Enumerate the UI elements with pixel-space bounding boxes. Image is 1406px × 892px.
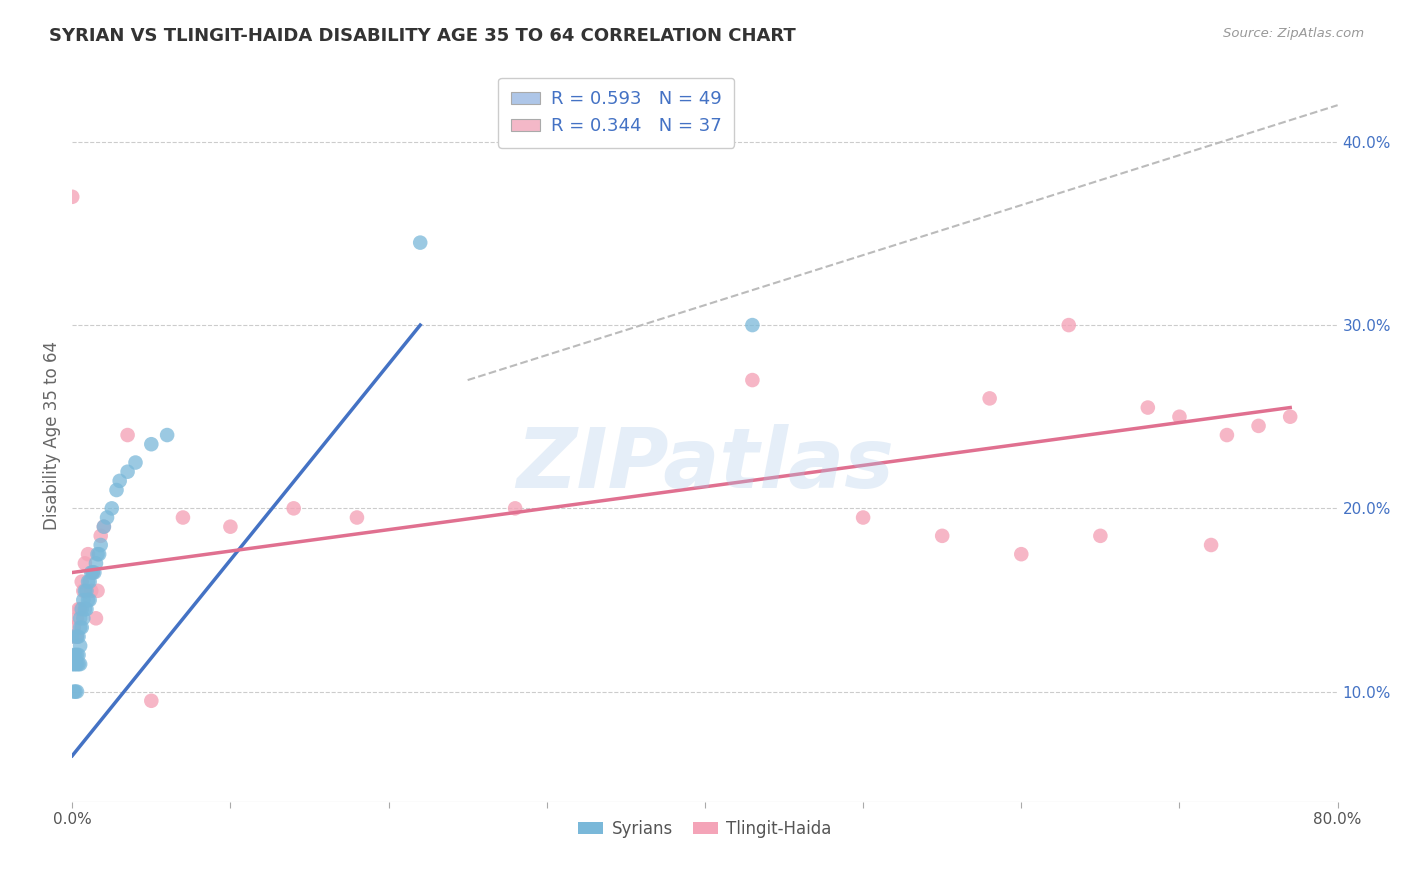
Point: [82, 566, 104, 580]
Point: [172, 510, 194, 524]
Point: [77, 574, 100, 589]
Point: [60, 630, 83, 644]
Point: [93, 519, 115, 533]
Point: [156, 428, 179, 442]
Text: Source: ZipAtlas.com: Source: ZipAtlas.com: [1223, 27, 1364, 40]
Point: [141, 694, 163, 708]
Point: [283, 501, 305, 516]
Point: [73, 583, 96, 598]
Text: ZIPatlas: ZIPatlas: [516, 424, 894, 505]
Point: [105, 483, 128, 497]
Point: [69, 639, 91, 653]
Point: [66, 684, 89, 698]
Point: [72, 593, 94, 607]
Point: [503, 501, 526, 516]
Point: [741, 318, 763, 332]
Point: [124, 456, 146, 470]
Point: [1136, 401, 1159, 415]
Point: [979, 392, 1001, 406]
Point: [67, 630, 90, 644]
Point: [1216, 428, 1239, 442]
Text: SYRIAN VS TLINGIT-HAIDA DISABILITY AGE 35 TO 64 CORRELATION CHART: SYRIAN VS TLINGIT-HAIDA DISABILITY AGE 3…: [49, 27, 796, 45]
Point: [86, 547, 108, 561]
Point: [66, 657, 89, 672]
Point: [77, 593, 100, 607]
Point: [67, 657, 90, 672]
Point: [82, 566, 104, 580]
Point: [84, 611, 107, 625]
Point: [60, 190, 83, 204]
Point: [73, 557, 96, 571]
Point: [1090, 529, 1112, 543]
Point: [60, 657, 83, 672]
Point: [84, 557, 107, 571]
Point: [69, 657, 91, 672]
Point: [65, 648, 87, 662]
Point: [1057, 318, 1080, 332]
Point: [93, 519, 115, 533]
Point: [80, 566, 103, 580]
Point: [741, 373, 763, 387]
Point: [141, 437, 163, 451]
Point: [96, 510, 118, 524]
Point: [66, 648, 89, 662]
Point: [69, 620, 91, 634]
Point: [67, 648, 90, 662]
Point: [69, 611, 91, 625]
Point: [346, 510, 368, 524]
Point: [86, 583, 108, 598]
Point: [70, 574, 93, 589]
Point: [90, 538, 112, 552]
Point: [62, 648, 84, 662]
Point: [1010, 547, 1032, 561]
Point: [66, 611, 89, 625]
Point: [73, 602, 96, 616]
Point: [87, 547, 110, 561]
Point: [79, 574, 101, 589]
Point: [70, 620, 93, 634]
Point: [1168, 409, 1191, 424]
Point: [75, 583, 97, 598]
Point: [72, 583, 94, 598]
Point: [69, 602, 91, 616]
Point: [62, 684, 84, 698]
Legend: Syrians, Tlingit-Haida: Syrians, Tlingit-Haida: [572, 814, 838, 845]
Point: [117, 465, 139, 479]
Point: [62, 657, 84, 672]
Point: [65, 684, 87, 698]
Point: [66, 630, 89, 644]
Point: [1279, 409, 1302, 424]
Point: [1199, 538, 1222, 552]
Point: [409, 235, 432, 250]
Point: [100, 501, 122, 516]
Point: [219, 519, 242, 533]
Point: [90, 529, 112, 543]
Point: [65, 657, 87, 672]
Point: [80, 583, 103, 598]
Point: [108, 474, 131, 488]
Point: [70, 602, 93, 616]
Point: [852, 510, 875, 524]
Point: [83, 566, 105, 580]
Y-axis label: Disability Age 35 to 64: Disability Age 35 to 64: [44, 341, 60, 530]
Point: [65, 630, 87, 644]
Point: [67, 602, 90, 616]
Point: [117, 428, 139, 442]
Point: [66, 630, 89, 644]
Point: [79, 593, 101, 607]
Point: [62, 620, 84, 634]
Point: [1247, 418, 1270, 433]
Point: [72, 611, 94, 625]
Point: [75, 602, 97, 616]
Point: [77, 547, 100, 561]
Point: [931, 529, 953, 543]
